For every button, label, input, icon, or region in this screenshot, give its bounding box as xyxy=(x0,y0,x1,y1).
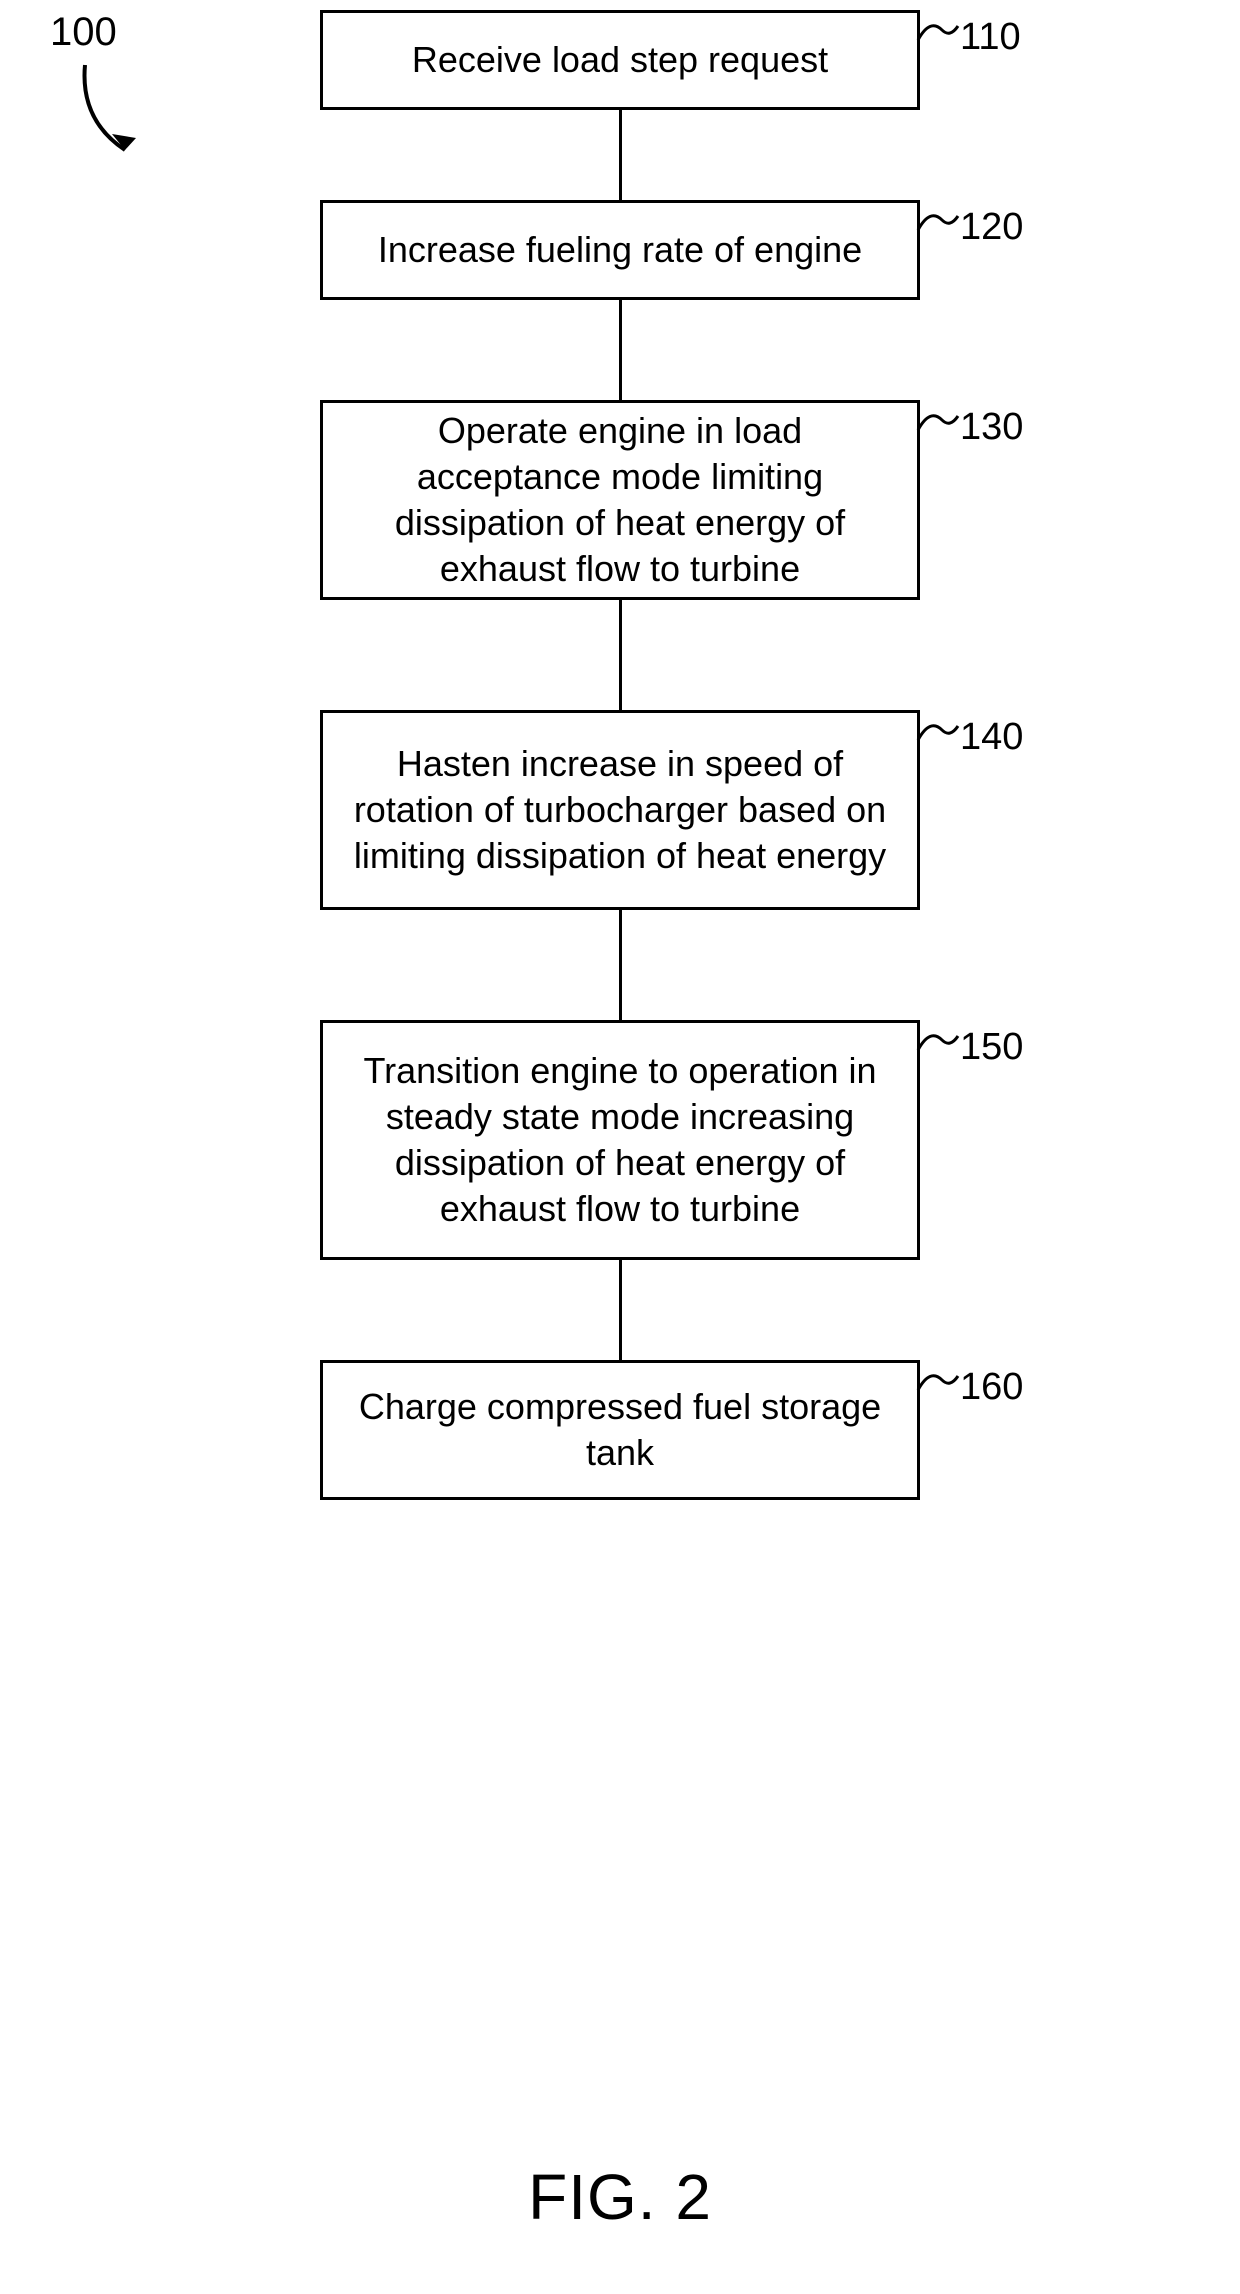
step-150-tick xyxy=(916,1022,960,1066)
flow-step: Increase fueling rate of engine120 xyxy=(320,200,920,300)
step-140-box: Hasten increase in speed of rotation of … xyxy=(320,710,920,910)
step-120-tick xyxy=(916,202,960,246)
step-160-text: Charge compressed fuel storage tank xyxy=(351,1384,889,1476)
tick-icon xyxy=(916,712,960,756)
figure-caption: FIG. 2 xyxy=(528,2160,712,2234)
step-120-ref: 120 xyxy=(960,206,1023,249)
curved-arrow-icon xyxy=(70,60,160,170)
step-160-ref: 160 xyxy=(960,1366,1023,1409)
tick-icon xyxy=(916,1022,960,1066)
step-130-text: Operate engine in load acceptance mode l… xyxy=(351,408,889,592)
flowchart: Receive load step request110 Increase fue… xyxy=(320,10,920,1500)
step-110-text: Receive load step request xyxy=(412,37,828,83)
flow-connector xyxy=(619,910,622,1020)
step-140-text: Hasten increase in speed of rotation of … xyxy=(351,741,889,879)
step-140-tick xyxy=(916,712,960,756)
flow-connector xyxy=(619,1260,622,1360)
flow-step: Hasten increase in speed of rotation of … xyxy=(320,710,920,910)
flow-connector xyxy=(619,300,622,400)
step-130-tick xyxy=(916,402,960,446)
tick-icon xyxy=(916,202,960,246)
step-140-ref: 140 xyxy=(960,716,1023,759)
tick-icon xyxy=(916,1362,960,1406)
flow-connector xyxy=(619,600,622,710)
step-130-ref: 130 xyxy=(960,406,1023,449)
step-120-text: Increase fueling rate of engine xyxy=(378,227,862,273)
step-110-ref: 110 xyxy=(960,16,1021,59)
step-110-tick xyxy=(916,12,960,56)
flow-step: Operate engine in load acceptance mode l… xyxy=(320,400,920,600)
tick-icon xyxy=(916,402,960,446)
overall-ref-label: 100 xyxy=(50,10,117,55)
step-150-box: Transition engine to operation in steady… xyxy=(320,1020,920,1260)
flow-step: Receive load step request110 xyxy=(320,10,920,110)
overall-ref-arrow xyxy=(70,60,160,170)
step-120-box: Increase fueling rate of engine xyxy=(320,200,920,300)
flow-step: Charge compressed fuel storage tank160 xyxy=(320,1360,920,1500)
step-160-box: Charge compressed fuel storage tank xyxy=(320,1360,920,1500)
step-130-box: Operate engine in load acceptance mode l… xyxy=(320,400,920,600)
page: 100 Receive load step request110Increase… xyxy=(0,0,1240,2294)
step-150-text: Transition engine to operation in steady… xyxy=(351,1048,889,1232)
step-150-ref: 150 xyxy=(960,1026,1023,1069)
step-160-tick xyxy=(916,1362,960,1406)
tick-icon xyxy=(916,12,960,56)
flow-step: Transition engine to operation in steady… xyxy=(320,1020,920,1260)
flow-connector xyxy=(619,110,622,200)
step-110-box: Receive load step request xyxy=(320,10,920,110)
